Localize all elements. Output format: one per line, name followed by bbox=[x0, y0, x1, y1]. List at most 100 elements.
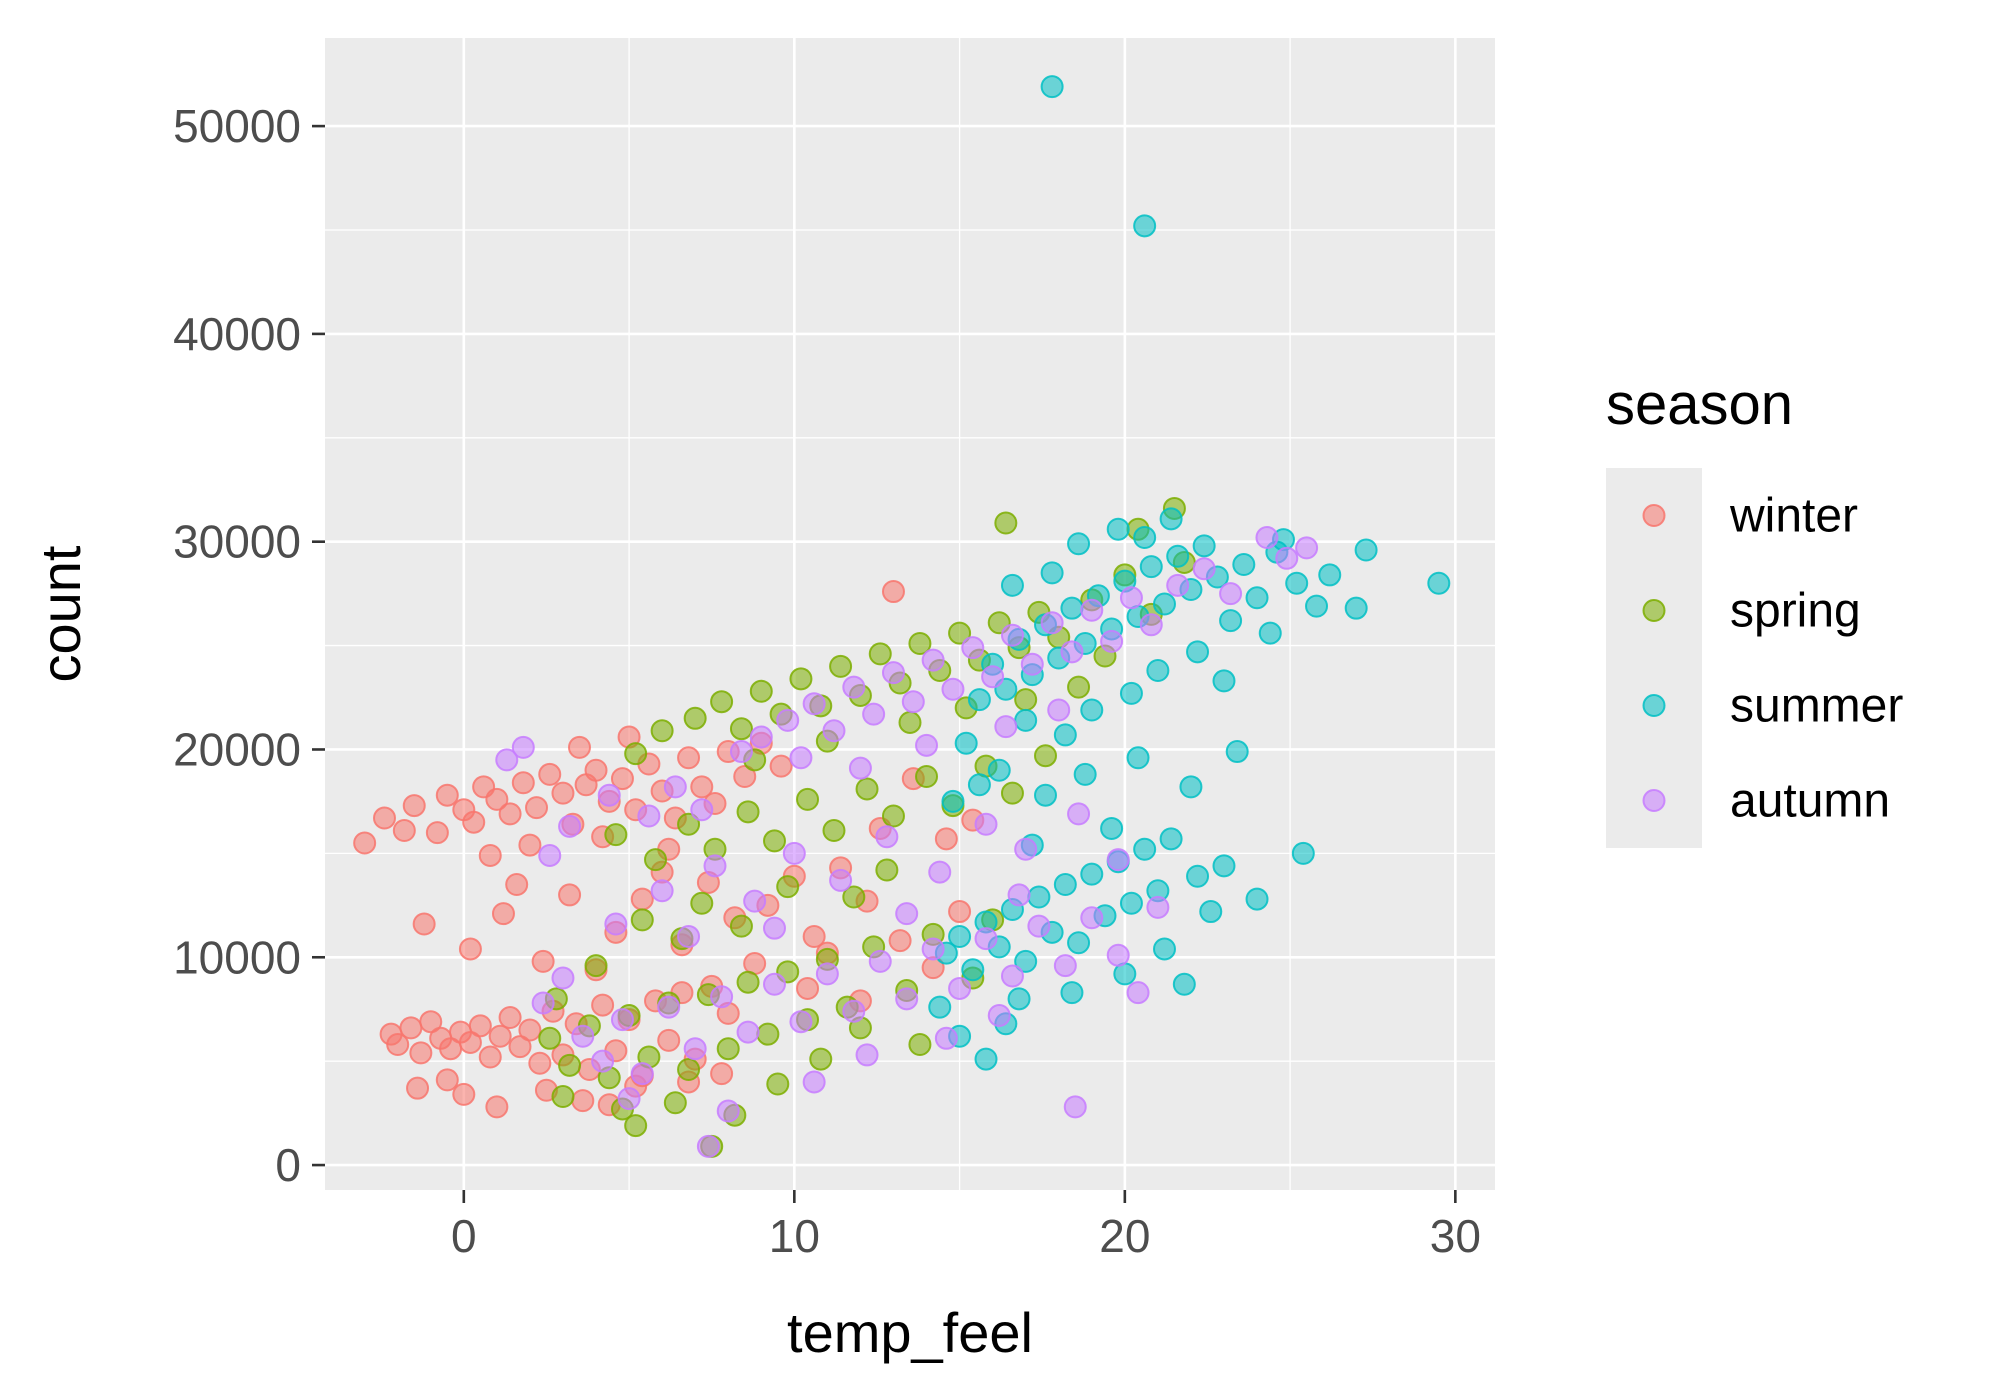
legend-point-icon bbox=[1642, 694, 1666, 717]
data-point bbox=[1159, 507, 1183, 531]
data-point bbox=[716, 1099, 740, 1123]
data-point bbox=[710, 690, 734, 714]
legend: winter spring summer autumn bbox=[1606, 468, 1903, 848]
data-point bbox=[881, 580, 905, 604]
data-point bbox=[842, 999, 866, 1023]
data-point bbox=[1040, 561, 1064, 585]
legend-item-autumn: autumn bbox=[1606, 753, 1890, 848]
data-point bbox=[372, 806, 396, 830]
data-point bbox=[749, 725, 773, 749]
data-point bbox=[756, 1022, 780, 1046]
data-point bbox=[650, 719, 674, 743]
data-point bbox=[815, 962, 839, 986]
x-tick-label: 10 bbox=[769, 1210, 820, 1262]
data-point bbox=[558, 814, 582, 838]
data-point bbox=[703, 854, 727, 878]
data-point bbox=[941, 677, 965, 701]
data-point bbox=[868, 949, 892, 973]
data-point bbox=[584, 954, 608, 978]
data-point bbox=[908, 632, 932, 656]
data-point bbox=[822, 719, 846, 743]
data-point bbox=[551, 966, 575, 990]
data-point bbox=[1354, 538, 1378, 562]
data-point bbox=[1067, 802, 1091, 826]
data-point bbox=[868, 642, 892, 666]
data-point bbox=[1258, 621, 1282, 645]
data-point bbox=[1080, 698, 1104, 722]
data-point bbox=[1139, 613, 1163, 637]
data-point bbox=[961, 958, 985, 982]
data-point bbox=[1034, 783, 1058, 807]
data-point bbox=[538, 843, 562, 867]
data-point bbox=[402, 794, 426, 818]
data-point bbox=[1166, 573, 1190, 597]
data-point bbox=[948, 924, 972, 948]
x-tick-label: 20 bbox=[1099, 1210, 1150, 1262]
data-point bbox=[901, 690, 925, 714]
data-point bbox=[1133, 837, 1157, 861]
data-point bbox=[663, 1091, 687, 1115]
data-point bbox=[558, 883, 582, 907]
data-point bbox=[525, 796, 549, 820]
data-point bbox=[921, 648, 945, 672]
data-point bbox=[1000, 573, 1024, 597]
data-point bbox=[409, 1041, 433, 1065]
data-point bbox=[710, 985, 734, 1009]
data-point bbox=[948, 900, 972, 924]
data-point bbox=[934, 827, 958, 851]
data-point bbox=[1344, 596, 1368, 620]
data-point bbox=[597, 783, 621, 807]
data-point bbox=[829, 654, 853, 678]
data-point bbox=[498, 1006, 522, 1030]
data-point bbox=[495, 748, 519, 772]
data-point bbox=[1139, 555, 1163, 579]
data-point bbox=[842, 675, 866, 699]
data-point bbox=[1219, 582, 1243, 606]
data-point bbox=[802, 1070, 826, 1094]
data-point bbox=[948, 976, 972, 1000]
data-point bbox=[762, 916, 786, 940]
data-point bbox=[419, 1010, 443, 1034]
data-point bbox=[1000, 781, 1024, 805]
data-point bbox=[1014, 837, 1038, 861]
data-point bbox=[690, 775, 714, 799]
y-axis-title: count bbox=[29, 545, 92, 682]
data-point bbox=[967, 773, 991, 797]
data-point bbox=[1000, 623, 1024, 647]
data-point bbox=[1119, 681, 1143, 705]
data-point bbox=[716, 1037, 740, 1061]
data-point bbox=[610, 1008, 634, 1032]
data-point bbox=[848, 756, 872, 780]
data-point bbox=[915, 764, 939, 788]
data-point bbox=[485, 787, 509, 811]
data-point bbox=[468, 1014, 492, 1038]
data-point bbox=[1000, 964, 1024, 988]
data-point bbox=[435, 783, 459, 807]
data-point bbox=[908, 1033, 932, 1057]
data-point bbox=[485, 1095, 509, 1119]
data-point bbox=[538, 1026, 562, 1050]
data-point bbox=[881, 661, 905, 685]
data-point bbox=[776, 875, 800, 899]
data-point bbox=[809, 1047, 833, 1071]
data-point bbox=[518, 833, 542, 857]
data-point bbox=[1152, 937, 1176, 961]
data-point bbox=[941, 789, 965, 813]
data-point bbox=[657, 1028, 681, 1052]
data-point bbox=[435, 1068, 459, 1092]
data-point bbox=[1034, 744, 1058, 768]
data-point bbox=[604, 823, 628, 847]
data-point bbox=[1146, 659, 1170, 683]
data-point bbox=[567, 735, 591, 759]
data-point bbox=[1126, 981, 1150, 1005]
data-point bbox=[617, 1087, 641, 1111]
data-point bbox=[1427, 571, 1451, 595]
data-point bbox=[974, 1047, 998, 1071]
data-point bbox=[604, 912, 628, 936]
data-point bbox=[776, 708, 800, 732]
data-point bbox=[862, 702, 886, 726]
data-point bbox=[1305, 594, 1329, 618]
data-point bbox=[1212, 854, 1236, 878]
axes: 0 10 20 30 0 10000 20000 30000 40000 50000 bbox=[173, 100, 1481, 1262]
data-point bbox=[1245, 887, 1269, 911]
